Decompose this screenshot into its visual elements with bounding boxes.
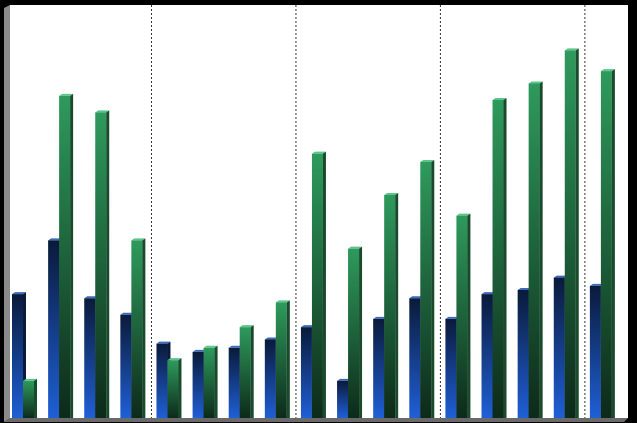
bar — [23, 380, 34, 418]
bar — [311, 153, 323, 418]
bar — [300, 327, 312, 418]
bar-side — [539, 81, 543, 418]
bar — [553, 277, 565, 418]
bar-top — [348, 246, 363, 249]
bar — [589, 285, 601, 418]
bar-side — [467, 213, 471, 418]
bar-top — [48, 238, 63, 241]
bar — [600, 71, 612, 418]
bar-top — [23, 378, 37, 381]
bar-top — [600, 69, 615, 72]
bar-top — [384, 192, 399, 195]
bar — [131, 240, 143, 418]
bar-top — [409, 296, 424, 299]
bar-side — [70, 93, 74, 419]
bar-top — [311, 151, 326, 154]
bar — [228, 347, 240, 418]
bar-top — [564, 48, 579, 51]
bar-top — [300, 325, 315, 328]
bar-top — [445, 316, 460, 319]
bar — [517, 289, 529, 418]
bar — [348, 248, 360, 418]
bar — [156, 343, 168, 418]
bar-top — [528, 81, 543, 84]
bar — [167, 360, 179, 418]
bar-side — [142, 238, 146, 418]
bar — [337, 380, 349, 418]
bar — [445, 318, 457, 418]
bar — [84, 298, 96, 418]
bar-top — [553, 275, 568, 278]
bar-top — [192, 349, 207, 352]
bar-side — [322, 151, 326, 418]
bar — [492, 99, 504, 419]
bar — [120, 314, 132, 418]
bar-side — [34, 378, 37, 418]
bar-side — [214, 345, 218, 418]
bar-side — [106, 110, 110, 418]
bar — [528, 83, 540, 418]
bar-top — [239, 325, 254, 328]
bar — [48, 240, 60, 418]
bar — [384, 194, 396, 418]
bar — [409, 298, 421, 418]
bar-top — [131, 238, 146, 241]
bar-top — [120, 312, 135, 315]
bar-side — [250, 325, 254, 418]
bar — [192, 351, 204, 418]
bar-side — [575, 48, 579, 419]
bar — [95, 112, 107, 418]
bar-side — [395, 192, 399, 418]
bar-top — [167, 358, 182, 361]
bar — [275, 302, 287, 418]
bar-top — [228, 345, 243, 348]
bar — [564, 50, 576, 419]
bar — [12, 294, 23, 418]
side-wall — [4, 5, 10, 422]
bar-top — [420, 159, 435, 162]
bar — [59, 95, 71, 419]
bar-top — [275, 300, 290, 303]
bar-top — [203, 345, 218, 348]
bar — [264, 339, 276, 418]
bar-top — [156, 341, 171, 344]
bar-top — [264, 337, 279, 340]
bar-top — [337, 378, 352, 381]
bar — [203, 347, 215, 418]
bar — [239, 327, 251, 418]
bar-top — [12, 292, 26, 295]
bar-top — [95, 110, 110, 113]
bar — [456, 215, 468, 418]
bar-top — [481, 292, 496, 295]
bar-top — [59, 93, 74, 96]
bar-side — [359, 246, 363, 418]
bar-side — [611, 69, 615, 418]
bar — [481, 294, 493, 418]
bar-top — [84, 296, 99, 299]
bar-side — [286, 300, 290, 418]
bar-top — [589, 283, 604, 286]
bar-side — [503, 97, 507, 419]
floor — [4, 418, 628, 422]
bar-top — [517, 287, 532, 290]
bar-top — [373, 316, 388, 319]
bar — [420, 161, 432, 418]
bar-top — [492, 97, 507, 100]
bar-top — [456, 213, 471, 216]
bar-side — [431, 159, 435, 418]
bar-side — [178, 358, 182, 418]
bar — [373, 318, 385, 418]
